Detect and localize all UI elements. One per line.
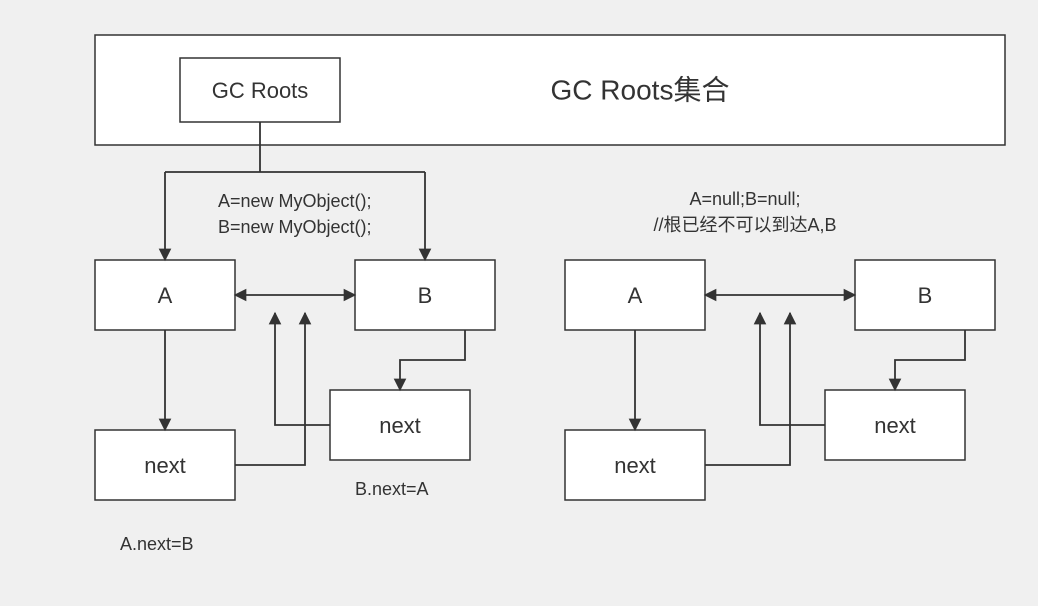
right-node-a-label: A [628,283,643,308]
left-next-b-label: next [379,413,421,438]
right-next-a-label: next [614,453,656,478]
gc-roots-label: GC Roots [212,78,309,103]
left-node-a-label: A [158,283,173,308]
right-node-b-label: B [918,283,933,308]
left-caption-b: B.next=A [355,479,429,499]
left-code-line-1: A=new MyObject(); [218,191,372,211]
gc-roots-container-title: GC Roots集合 [551,74,730,105]
left-next-a-label: next [144,453,186,478]
right-next-b-label: next [874,413,916,438]
left-node-b-label: B [418,283,433,308]
right-code-line-2: //根已经不可以到达A,B [653,215,836,235]
left-code-line-2: B=new MyObject(); [218,217,372,237]
left-caption-a: A.next=B [120,534,194,554]
right-code-line-1: A=null;B=null; [689,189,800,209]
